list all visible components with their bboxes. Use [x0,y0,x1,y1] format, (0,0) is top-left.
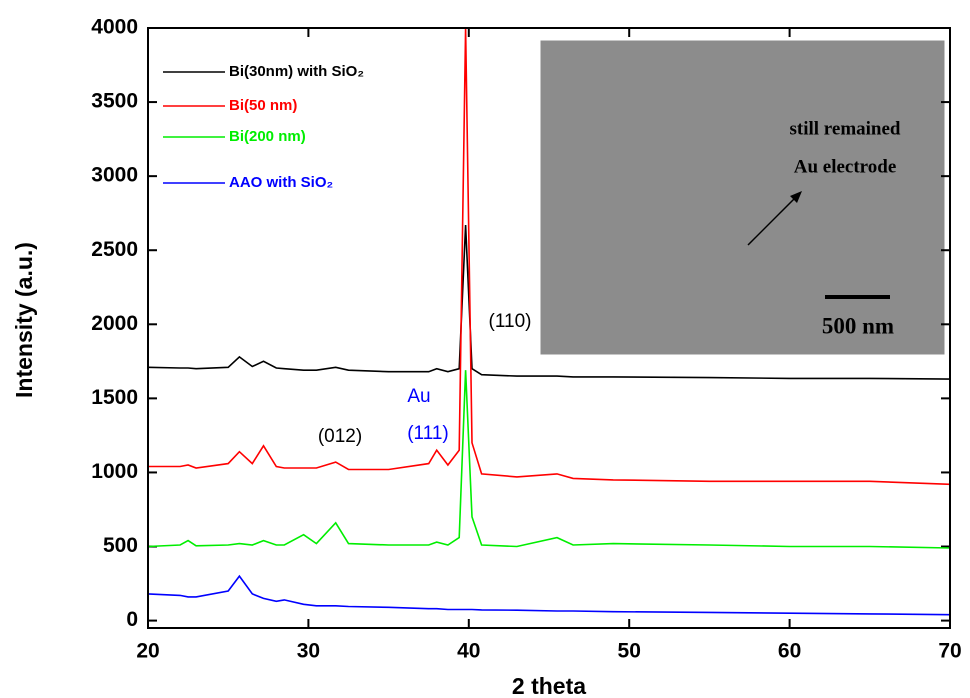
x-tick-label: 50 [618,640,641,663]
x-tick-label: 40 [457,640,480,663]
y-axis-title: Intensity (a.u.) [11,242,37,398]
inset-image [540,40,945,355]
y-tick-label: 1000 [91,460,138,483]
y-tick-label: 2500 [91,238,138,261]
y-tick-label: 0 [126,608,138,631]
series-line [148,576,950,615]
legend-label: Bi(50 nm) [229,97,297,114]
inset-label: 500 nm [822,313,894,338]
x-tick-label: 60 [778,640,801,663]
y-tick-label: 4000 [91,16,138,39]
x-axis-title: 2 theta [512,673,586,698]
series-line [148,370,950,548]
legend-label: Bi(200 nm) [229,128,306,145]
inset-label: still remained [789,118,900,139]
x-tick-label: 70 [938,640,961,663]
y-tick-label: 1500 [91,386,138,409]
annotation: (110) [489,311,532,332]
y-tick-label: 3000 [91,164,138,187]
annotation: (012) [318,426,362,447]
y-tick-label: 2000 [91,312,138,335]
x-tick-label: 30 [297,640,320,663]
annotation: (111) [407,423,449,444]
inset-label: Au electrode [794,156,897,177]
y-tick-label: 3500 [91,90,138,113]
annotation: Au [407,386,430,407]
legend-label: Bi(30nm) with SiO₂ [229,63,364,80]
legend-label: AAO with SiO₂ [229,174,333,191]
chart: still remained Au electrode 500 nm 2 the… [0,0,970,698]
x-tick-label: 20 [136,640,159,663]
y-tick-label: 500 [103,534,138,557]
